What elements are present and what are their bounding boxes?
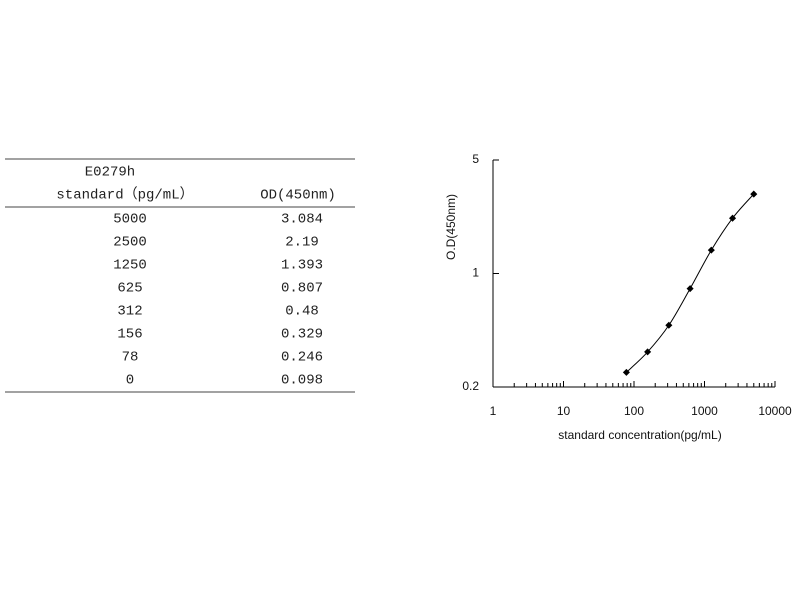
point [644,348,652,356]
table-cell: 625 [117,281,142,297]
x-axis-label: standard concentration(pg/mL) [558,428,721,442]
y-axis-label: O.D(450nm) [444,194,458,260]
x-tick-label: 10 [557,404,571,418]
table-cell: 5000 [113,212,147,228]
column-header: OD(450nm) [260,188,336,204]
table-cell: 0.807 [281,281,323,297]
table-cell: 0.246 [281,350,323,366]
column-header: standard（pg/mL） [56,187,193,204]
y-tick-label: 5 [472,152,479,166]
table-title: E0279h [85,165,135,181]
table-cell: 156 [117,327,142,343]
point [707,246,715,254]
table-cell: 2500 [113,235,147,251]
table-cell: 0.098 [281,373,323,389]
table-cell: 78 [122,350,139,366]
point [665,321,673,329]
table-cell: 0.329 [281,327,323,343]
table-cell: 0 [126,373,134,389]
y-tick-label: 1 [472,266,479,280]
point [729,214,737,222]
x-tick-label: 100 [624,404,644,418]
y-tick-label: 0.2 [462,379,479,393]
x-tick-label: 1000 [691,404,718,418]
point [750,190,758,198]
table-cell: 2.19 [285,235,319,251]
x-tick-label: 10000 [758,404,792,418]
point [622,368,630,376]
table-cell: 0.48 [285,304,319,320]
curve [626,193,755,373]
table-cell: 312 [117,304,142,320]
table-cell: 3.084 [281,212,323,228]
x-tick-label: 1 [490,404,497,418]
table-cell: 1.393 [281,258,323,274]
point [686,285,694,293]
table-cell: 1250 [113,258,147,274]
